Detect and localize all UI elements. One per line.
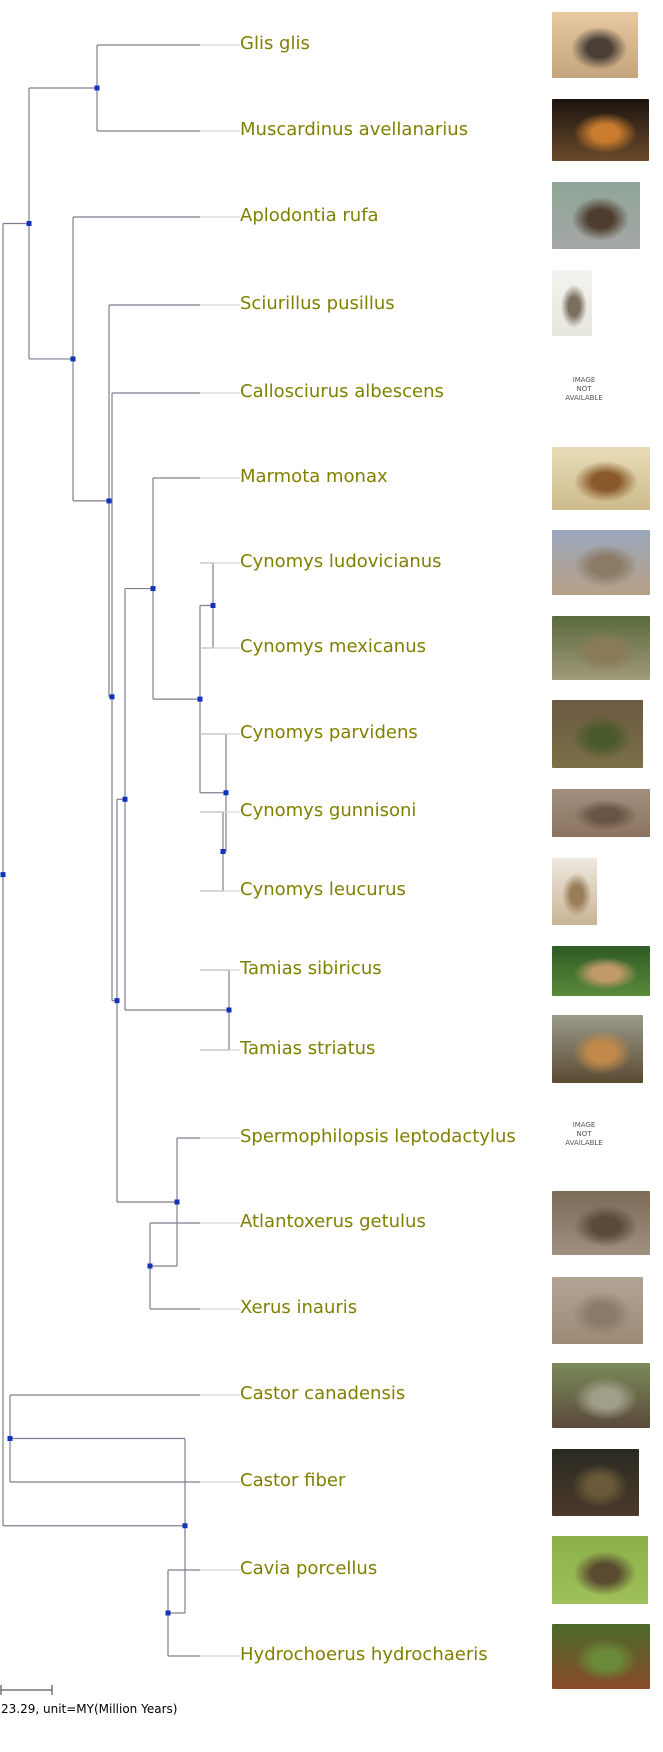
- leaf-label: Muscardinus avellanarius: [240, 119, 469, 140]
- internal-node-marker: [109, 694, 115, 700]
- species-photo: [552, 858, 597, 925]
- leaf-label: Callosciurus albescens: [240, 381, 444, 402]
- species-photo: [552, 530, 650, 595]
- internal-node-marker: [94, 85, 100, 91]
- internal-node-marker: [223, 790, 229, 796]
- species-photo: [552, 946, 650, 996]
- internal-node-marker: [147, 1263, 153, 1269]
- leaf-label: Tamias sibiricus: [240, 958, 382, 979]
- image-not-available-text: AVAILABLE: [565, 394, 603, 402]
- leaf-label: Cynomys ludovicianus: [240, 551, 442, 572]
- internal-node-marker: [226, 1007, 232, 1013]
- image-not-available: IMAGE NOT AVAILABLE: [555, 1121, 613, 1148]
- leaf-label: Cynomys parvidens: [240, 722, 418, 743]
- image-not-available-text: IMAGE: [572, 1121, 596, 1129]
- internal-node-marker: [197, 696, 203, 702]
- leaf-label: Marmota monax: [240, 466, 388, 487]
- internal-node-marker: [0, 872, 6, 878]
- species-photo: [552, 789, 650, 837]
- species-photo: [552, 1536, 648, 1604]
- species-photo: [552, 1015, 643, 1083]
- leaf-label: Spermophilopsis leptodactylus: [240, 1126, 516, 1147]
- leaf-label: Cynomys gunnisoni: [240, 800, 417, 821]
- image-not-available-text: AVAILABLE: [565, 1139, 603, 1147]
- internal-node-marker: [165, 1610, 171, 1616]
- species-photo: [552, 1624, 650, 1689]
- internal-node-marker: [150, 586, 156, 592]
- image-not-available-text: IMAGE: [572, 376, 596, 384]
- species-photo: [552, 447, 650, 510]
- leaf-label: Hydrochoerus hydrochaeris: [240, 1644, 488, 1665]
- image-not-available-text: NOT: [576, 385, 592, 393]
- leaf-label: Glis glis: [240, 33, 310, 54]
- species-photo: [552, 182, 640, 249]
- internal-node-marker: [26, 220, 32, 226]
- scale-bar-label: 23.29, unit=MY(Million Years): [1, 1702, 178, 1716]
- internal-node-marker: [7, 1436, 13, 1441]
- leaf-label: Atlantoxerus getulus: [240, 1211, 426, 1232]
- internal-node-marker: [174, 1199, 180, 1205]
- leaf-label: Castor canadensis: [240, 1383, 406, 1404]
- leaf-label: Sciurillus pusillus: [240, 293, 395, 314]
- leaf-label: Cavia porcellus: [240, 1558, 378, 1579]
- image-not-available-text: NOT: [576, 1130, 592, 1138]
- leaf-label: Cynomys mexicanus: [240, 636, 426, 657]
- species-photo: [552, 616, 650, 680]
- leaf-label: Cynomys leucurus: [240, 879, 406, 900]
- species-photo: [552, 99, 649, 161]
- species-photo: [552, 1449, 639, 1516]
- species-photo: [552, 1277, 643, 1344]
- internal-node-marker: [114, 998, 120, 1004]
- internal-node-marker: [106, 498, 112, 504]
- internal-node-marker: [220, 849, 226, 854]
- internal-node-marker: [210, 603, 216, 608]
- species-photo: [552, 1191, 650, 1255]
- leaf-label: Aplodontia rufa: [240, 205, 379, 226]
- leaf-label: Xerus inauris: [240, 1297, 358, 1318]
- internal-node-marker: [182, 1523, 188, 1529]
- leaf-label: Tamias striatus: [240, 1038, 376, 1059]
- image-not-available: IMAGE NOT AVAILABLE: [555, 376, 613, 403]
- species-photo: [552, 1363, 650, 1428]
- internal-node-marker: [70, 356, 76, 362]
- species-photo: [552, 270, 592, 336]
- species-photo: [552, 12, 638, 78]
- leaf-label: Castor fiber: [240, 1470, 346, 1491]
- internal-node-marker: [122, 796, 128, 802]
- species-photo: [552, 700, 643, 768]
